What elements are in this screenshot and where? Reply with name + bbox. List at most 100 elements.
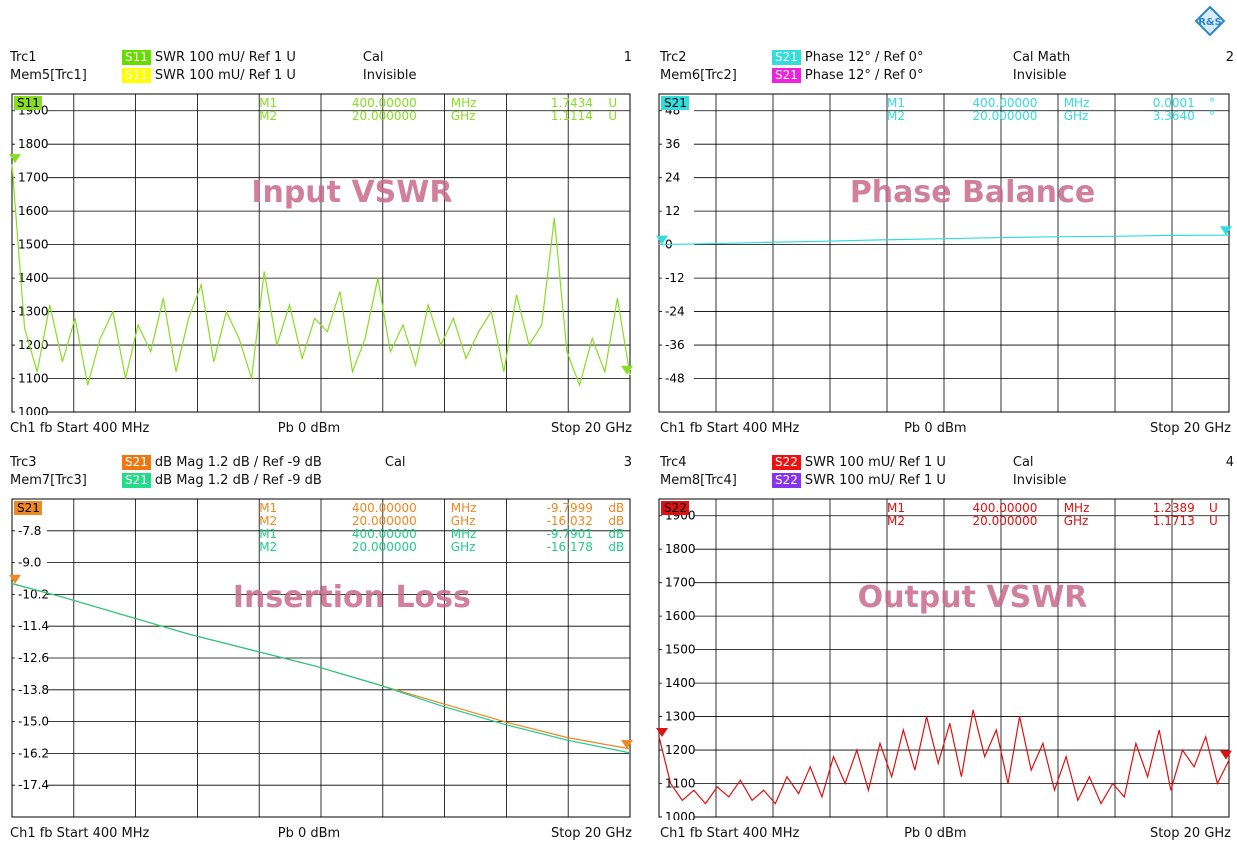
footer-stop: Stop 20 GHz	[1149, 826, 1231, 841]
trace-format: SWR 100 mU/ Ref 1 U	[804, 455, 946, 470]
marker-reading-unit: dB	[608, 501, 624, 515]
y-tick-label: 1300	[18, 305, 49, 319]
series-line-s22	[658, 709, 1230, 805]
marker-name: M1	[887, 501, 905, 515]
rs-logo-icon: R&S	[1195, 6, 1225, 36]
trace-badge[interactable]: S21	[122, 455, 151, 470]
y-tick-background	[662, 810, 694, 820]
trace-label-badge[interactable]	[14, 501, 42, 515]
y-tick-background	[662, 542, 694, 556]
trace-status: Invisible	[1012, 473, 1067, 488]
marker-stimulus: 20.000000	[352, 514, 417, 528]
trace-label-badge[interactable]	[14, 96, 42, 110]
y-tick-background	[15, 523, 47, 537]
marker-stimulus: 20.000000	[973, 514, 1038, 528]
marker-m2-triangle[interactable]	[621, 365, 633, 375]
y-tick-label: 24	[665, 171, 680, 185]
marker-name: M1	[259, 96, 277, 110]
y-tick-label: 1300	[665, 710, 696, 724]
y-tick-label: 1700	[665, 576, 696, 590]
trace-badge[interactable]: S22	[772, 473, 801, 488]
marker-reading-unit: °	[1209, 109, 1215, 123]
y-tick-label: 1500	[18, 238, 49, 252]
marker-reading-unit: dB	[608, 540, 624, 554]
panel-number: 1	[623, 50, 632, 65]
trace-format: Phase 12° / Ref 0°	[804, 50, 924, 65]
marker-unit: GHz	[1064, 109, 1089, 123]
y-tick-label: 36	[665, 137, 680, 151]
panel-header: Trc3 S21 dB Mag 1.2 dB / Ref -9 dB Cal Mem7…	[10, 454, 632, 490]
y-tick-label: 1200	[18, 338, 49, 352]
marker-name: M2	[259, 514, 277, 528]
marker-reading: -9.7999	[547, 501, 593, 515]
y-tick-background	[662, 304, 694, 318]
y-tick-background	[15, 405, 47, 415]
marker-name: M2	[887, 109, 905, 123]
trace-format: SWR 100 mU/ Ref 1 U	[154, 68, 296, 83]
marker-m2-triangle[interactable]	[1220, 750, 1232, 760]
marker-m1-triangle[interactable]	[9, 574, 21, 584]
trace-badge[interactable]: S21	[772, 50, 801, 65]
series-line-s21	[658, 234, 1230, 246]
marker-m1-triangle[interactable]	[9, 154, 21, 164]
y-tick-label: -24	[665, 305, 685, 319]
y-tick-background	[15, 555, 47, 569]
footer-start: Ch1 fb Start 400 MHz	[10, 826, 150, 841]
trace-label-badge[interactable]	[661, 96, 689, 110]
y-tick-label: -15.0	[18, 715, 49, 729]
y-tick-label: -7.8	[18, 524, 41, 538]
y-tick-background	[15, 682, 47, 696]
trace-badge[interactable]: S11	[122, 50, 151, 65]
trace-format: SWR 100 mU/ Ref 1 U	[804, 473, 946, 488]
y-tick-label: 1700	[18, 171, 49, 185]
marker-stimulus: 400.00000	[973, 501, 1038, 515]
y-tick-background	[662, 371, 694, 385]
marker-reading-unit: U	[608, 96, 617, 110]
marker-m2-triangle[interactable]	[621, 739, 633, 749]
plot-area[interactable]: 1900180017001600150014001300120011001000…	[9, 91, 633, 415]
mem-line: Mem5[Trc1] S11 SWR 100 mU/ Ref 1 U Invisib…	[10, 67, 417, 84]
marker-reading: -16.178	[547, 540, 593, 554]
y-tick-label: 1500	[665, 643, 696, 657]
panel-number: 3	[623, 455, 632, 470]
marker-reading: -16.032	[547, 514, 593, 528]
marker-name: M2	[259, 109, 277, 123]
trace-format: Phase 12° / Ref 0°	[804, 68, 924, 83]
marker-m1-triangle[interactable]	[656, 728, 668, 738]
marker-reading-unit: U	[1209, 514, 1218, 528]
y-tick-background	[662, 642, 694, 656]
y-tick-background	[15, 619, 47, 633]
trace-label-badge[interactable]	[661, 501, 689, 515]
trace-line: Trc2 S21 Phase 12° / Ref 0° Cal Math	[660, 49, 1070, 66]
marker-name: M1	[259, 501, 277, 515]
y-tick-label: -48	[665, 372, 685, 386]
y-tick-label: 12	[665, 204, 680, 218]
plot-area[interactable]: 1900180017001600150014001300120011001000…	[656, 496, 1232, 820]
trace-badge[interactable]: S21	[122, 473, 151, 488]
trace-badge[interactable]: S21	[772, 68, 801, 83]
trace-status: Invisible	[362, 68, 417, 83]
trace-badge[interactable]: S22	[772, 455, 801, 470]
marker-m1-triangle[interactable]	[656, 235, 668, 245]
footer-stop: Stop 20 GHz	[1149, 421, 1231, 436]
marker-stimulus: 20.000000	[352, 540, 417, 554]
trace-status: Cal	[384, 455, 406, 470]
marker-reading: 0.0001	[1153, 96, 1195, 110]
plot-area[interactable]: -7.8-9.0-10.2-11.4-12.6-13.8-15.0-16.2-1…	[9, 496, 633, 820]
y-tick-label: -11.4	[18, 619, 49, 633]
trace-name: Mem8[Trc4]	[660, 473, 737, 488]
y-tick-background	[15, 651, 47, 664]
marker-name: M1	[259, 527, 277, 541]
trace-badge[interactable]: S11	[122, 68, 151, 83]
marker-m2-triangle[interactable]	[1220, 226, 1232, 236]
trace-label-text: S21	[17, 501, 40, 515]
y-tick-background	[15, 746, 47, 760]
y-tick-label: -12	[665, 271, 685, 285]
y-tick-background	[662, 676, 694, 690]
y-tick-background	[15, 170, 47, 184]
footer-stop: Stop 20 GHz	[550, 826, 632, 841]
footer-power: Pb 0 dBm	[904, 421, 967, 436]
y-tick-label: -13.8	[18, 683, 49, 697]
y-tick-background	[15, 137, 47, 151]
